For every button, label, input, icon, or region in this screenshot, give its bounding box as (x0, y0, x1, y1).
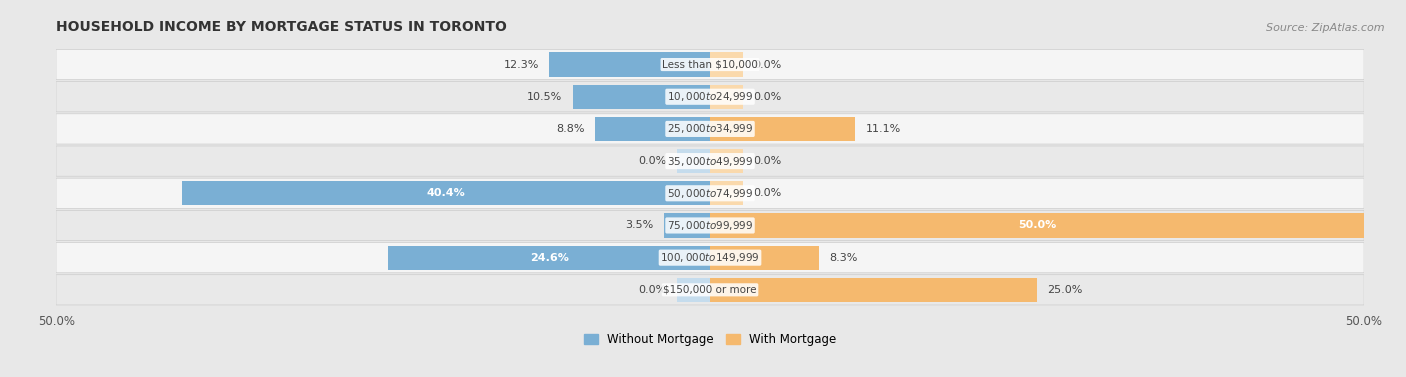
FancyBboxPatch shape (56, 275, 1364, 305)
Bar (664, 213, 710, 238)
Text: Source: ZipAtlas.com: Source: ZipAtlas.com (1267, 23, 1385, 33)
Bar (710, 245, 818, 270)
FancyBboxPatch shape (56, 81, 1364, 112)
Text: 40.4%: 40.4% (426, 188, 465, 198)
Text: $50,000 to $74,999: $50,000 to $74,999 (666, 187, 754, 200)
Text: HOUSEHOLD INCOME BY MORTGAGE STATUS IN TORONTO: HOUSEHOLD INCOME BY MORTGAGE STATUS IN T… (56, 20, 508, 34)
Text: 0.0%: 0.0% (638, 285, 666, 295)
Text: 0.0%: 0.0% (638, 156, 666, 166)
Text: 0.0%: 0.0% (754, 60, 782, 69)
Text: 10.5%: 10.5% (527, 92, 562, 102)
Bar (710, 85, 742, 109)
Bar (572, 85, 710, 109)
Bar (710, 213, 1364, 238)
Text: 0.0%: 0.0% (754, 156, 782, 166)
Text: 12.3%: 12.3% (503, 60, 538, 69)
Legend: Without Mortgage, With Mortgage: Without Mortgage, With Mortgage (579, 328, 841, 351)
Text: 0.0%: 0.0% (754, 92, 782, 102)
FancyBboxPatch shape (56, 146, 1364, 176)
Text: $100,000 to $149,999: $100,000 to $149,999 (661, 251, 759, 264)
Bar (710, 149, 742, 173)
FancyBboxPatch shape (56, 114, 1364, 144)
Text: $25,000 to $34,999: $25,000 to $34,999 (666, 123, 754, 135)
Text: $150,000 or more: $150,000 or more (664, 285, 756, 295)
Text: 3.5%: 3.5% (626, 221, 654, 230)
FancyBboxPatch shape (56, 242, 1364, 273)
Bar (710, 52, 742, 77)
Text: $10,000 to $24,999: $10,000 to $24,999 (666, 90, 754, 103)
Text: 11.1%: 11.1% (866, 124, 901, 134)
Bar (710, 117, 855, 141)
Bar (550, 52, 710, 77)
Bar (678, 149, 710, 173)
Text: 8.8%: 8.8% (555, 124, 585, 134)
FancyBboxPatch shape (56, 49, 1364, 80)
Text: 8.3%: 8.3% (830, 253, 858, 263)
FancyBboxPatch shape (56, 210, 1364, 241)
Bar (595, 117, 710, 141)
Text: 50.0%: 50.0% (1018, 221, 1056, 230)
Text: 0.0%: 0.0% (754, 188, 782, 198)
Bar (710, 181, 742, 205)
Bar (710, 278, 1038, 302)
Bar (181, 181, 710, 205)
Bar (388, 245, 710, 270)
Text: $35,000 to $49,999: $35,000 to $49,999 (666, 155, 754, 168)
Text: Less than $10,000: Less than $10,000 (662, 60, 758, 69)
FancyBboxPatch shape (56, 178, 1364, 208)
Text: 24.6%: 24.6% (530, 253, 568, 263)
Text: 25.0%: 25.0% (1047, 285, 1083, 295)
Bar (678, 278, 710, 302)
Text: $75,000 to $99,999: $75,000 to $99,999 (666, 219, 754, 232)
